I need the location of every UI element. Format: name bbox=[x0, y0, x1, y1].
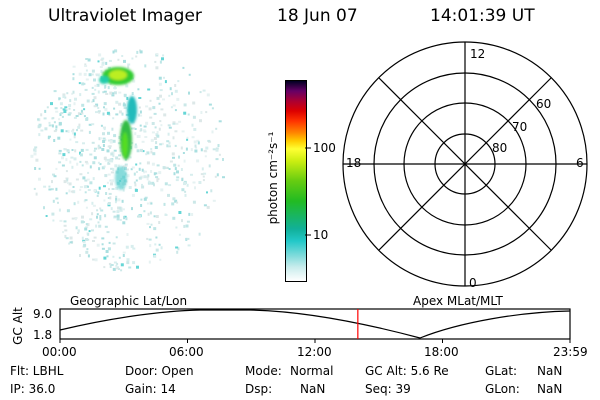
info-seq: Seq: 39 bbox=[365, 382, 411, 396]
info-door: Door: Open bbox=[125, 364, 194, 378]
orbit-left-label: Geographic Lat/Lon bbox=[70, 294, 188, 308]
info-dsp-value: NaN bbox=[300, 382, 326, 396]
mlt-label-18: 18 bbox=[346, 156, 362, 170]
time-tick-1800: 18:00 bbox=[424, 345, 459, 359]
colorbar-ticks bbox=[305, 147, 311, 236]
time-tick-0000: 00:00 bbox=[42, 345, 77, 359]
orbit-ymin: 1.8 bbox=[33, 328, 53, 342]
info-mode-value: Normal bbox=[290, 364, 334, 378]
info-glat-value: NaN bbox=[537, 364, 563, 378]
mlt-label-6: 6 bbox=[576, 156, 584, 170]
colorbar bbox=[285, 80, 307, 282]
colorbar-tick-10: 10 bbox=[313, 228, 329, 242]
lat-label-80: 80 bbox=[492, 141, 508, 155]
mlt-label-0: 0 bbox=[469, 276, 477, 290]
info-mode-label: Mode: bbox=[245, 364, 282, 378]
time-tick-2359: 23:59 bbox=[553, 345, 588, 359]
time-tick-1200: 12:00 bbox=[297, 345, 332, 359]
mlt-label-12: 12 bbox=[470, 47, 486, 61]
colorbar-tick-100: 100 bbox=[313, 141, 336, 155]
info-flt: Flt: LBHL bbox=[10, 364, 64, 378]
time-tick-0600: 06:00 bbox=[169, 345, 204, 359]
orbit-ymax: 9.0 bbox=[33, 307, 53, 321]
info-glon-value: NaN bbox=[537, 382, 563, 396]
info-dsp-label: Dsp: bbox=[245, 382, 273, 396]
app-title: Ultraviolet Imager bbox=[48, 6, 202, 26]
info-glon-label: GLon: bbox=[485, 382, 520, 396]
info-gain: Gain: 14 bbox=[125, 382, 176, 396]
header-date: 18 Jun 07 bbox=[277, 6, 358, 26]
lat-label-70: 70 bbox=[512, 120, 528, 134]
info-ip: IP: 36.0 bbox=[10, 382, 56, 396]
lat-label-60: 60 bbox=[536, 97, 552, 111]
orbit-right-label: Apex MLat/MLT bbox=[413, 294, 503, 308]
header-time: 14:01:39 UT bbox=[430, 6, 535, 26]
info-gcalt: GC Alt: 5.6 Re bbox=[365, 364, 449, 378]
info-glat-label: GLat: bbox=[485, 364, 518, 378]
